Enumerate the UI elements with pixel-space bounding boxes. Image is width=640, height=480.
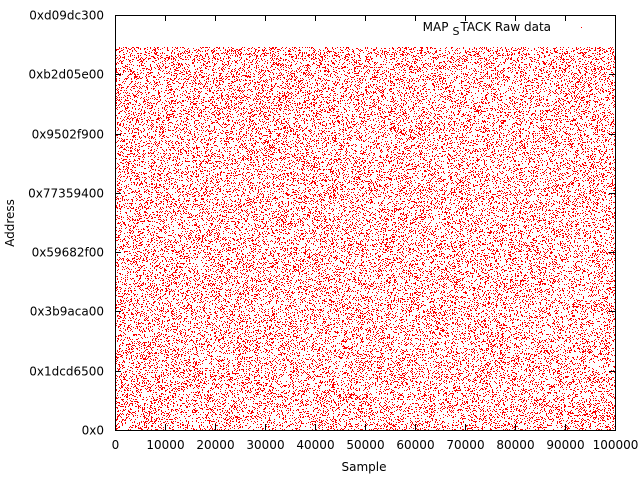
data-points — [115, 47, 615, 430]
x-tick-label: 60000 — [396, 438, 434, 452]
y-tick-label: 0x0 — [82, 424, 104, 438]
y-tick-label: 0xd09dc300 — [29, 9, 104, 23]
x-tick-label: 30000 — [246, 438, 284, 452]
y-tick-label: 0xb2d05e00 — [28, 68, 104, 82]
legend-marker — [581, 27, 582, 28]
x-tick-label: 40000 — [296, 438, 334, 452]
x-tick-label: 10000 — [146, 438, 184, 452]
y-tick-labels: 0x0 0x1dcd6500 0x3b9aca00 0x59682f00 0x77359… — [28, 9, 104, 438]
x-tick-label: 70000 — [446, 438, 484, 452]
x-tick-label: 50000 — [346, 438, 384, 452]
x-axis-label: Sample — [342, 460, 387, 474]
x-tick-label: 80000 — [496, 438, 534, 452]
y-tick-label: 0x1dcd6500 — [29, 365, 104, 379]
y-tick-label: 0x59682f00 — [32, 246, 104, 260]
axis-ticks — [115, 15, 616, 431]
y-tick-label: 0x3b9aca00 — [30, 305, 104, 319]
x-tick-labels: 0 10000 20000 30000 40000 50000 60000 70000 8000… — [112, 438, 639, 452]
y-axis-label: Address — [3, 199, 17, 247]
legend-label: MAP STACK Raw data — [423, 20, 551, 38]
x-tick-label: 20000 — [196, 438, 234, 452]
y-tick-label: 0x9502f900 — [32, 128, 104, 142]
plot-frame — [115, 15, 616, 431]
x-tick-label: 90000 — [546, 438, 584, 452]
legend: MAP STACK Raw data — [423, 20, 582, 38]
series-points-map-stack — [115, 47, 615, 430]
x-tick-label: 100000 — [593, 438, 639, 452]
x-tick-label: 0 — [112, 438, 120, 452]
y-tick-label: 0x77359400 — [28, 187, 104, 201]
